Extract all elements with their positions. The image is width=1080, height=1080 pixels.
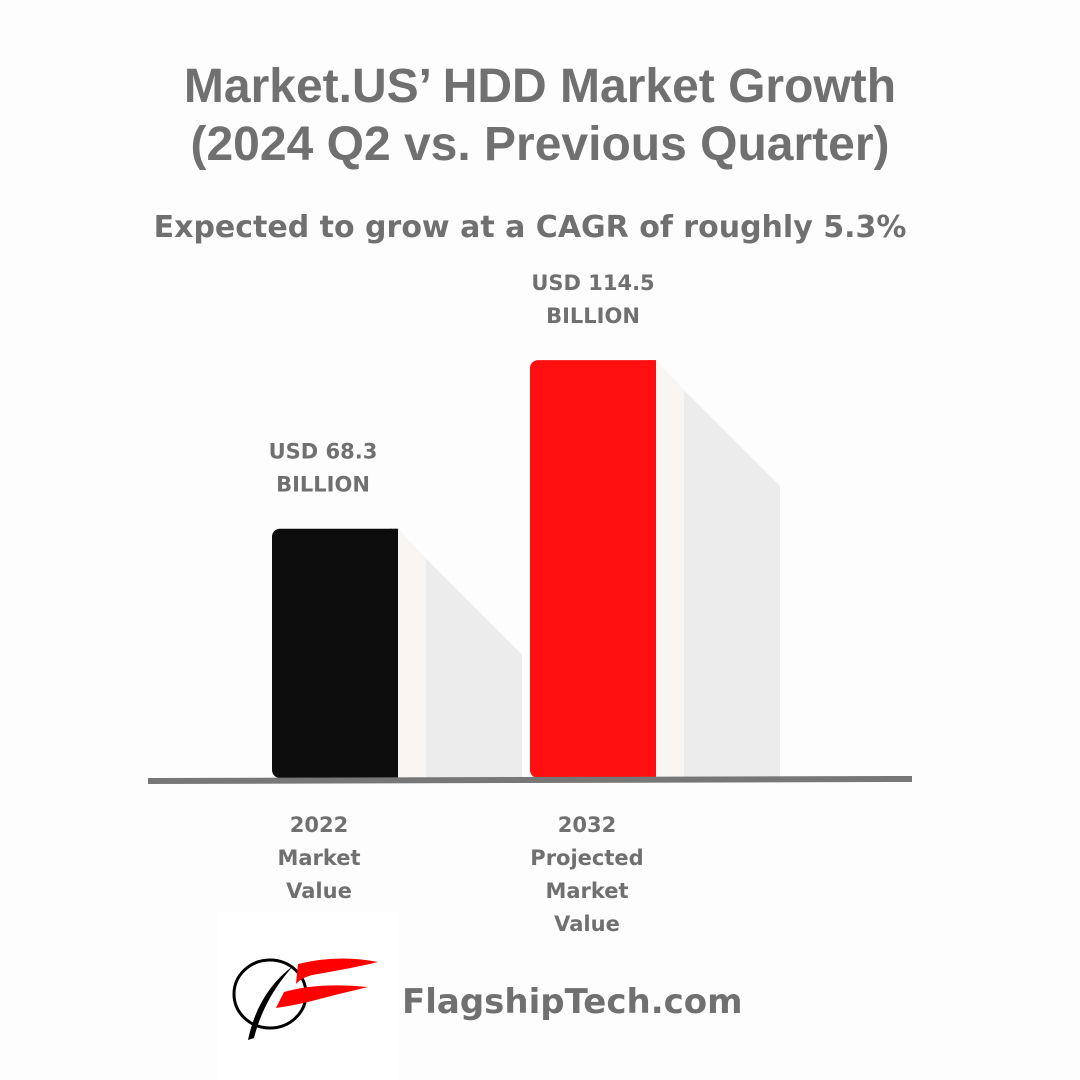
bar-shadow — [426, 558, 522, 778]
chart-title: Market.US’ HDD Market Growth (2024 Q2 vs… — [0, 58, 1080, 174]
chart-subtitle: Expected to grow at a CAGR of roughly 5.… — [153, 210, 907, 245]
category-label: Projected — [530, 846, 643, 870]
site-name: FlagshipTech.com — [402, 982, 743, 1022]
data-label: USD 114.5 — [531, 271, 654, 295]
category-label: 2022 — [290, 813, 348, 837]
logo — [218, 912, 398, 1080]
bar-1 — [272, 528, 398, 778]
data-label: BILLION — [276, 473, 370, 497]
category-label: Value — [554, 912, 620, 936]
bar-side — [398, 528, 426, 778]
category-label: Market — [545, 879, 628, 903]
category-label: Market — [277, 846, 360, 870]
title-line-2: (2024 Q2 vs. Previous Quarter) — [190, 118, 890, 171]
x-axis — [147, 776, 913, 784]
bar-shadow — [684, 390, 780, 778]
category-label: 2032 — [558, 813, 616, 837]
title-line-1: Market.US’ HDD Market Growth — [183, 60, 897, 113]
bar-2 — [530, 360, 656, 778]
flag-logo-icon — [232, 958, 378, 1040]
bar-edge — [390, 528, 398, 778]
data-label: USD 68.3 — [269, 440, 378, 464]
bar-edge — [648, 360, 656, 778]
category-label: Value — [286, 879, 352, 903]
bar-side — [656, 360, 684, 778]
data-label: BILLION — [546, 304, 640, 328]
